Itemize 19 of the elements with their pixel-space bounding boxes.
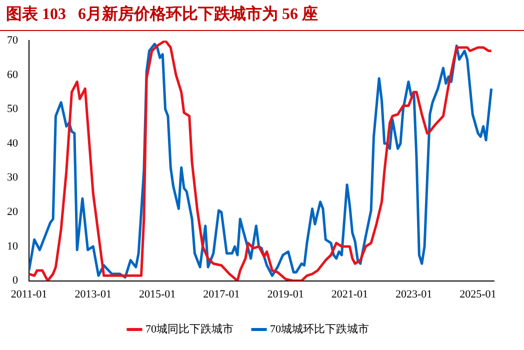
y-tick-label: 40 [7,137,18,150]
x-tick-label: 2023-01 [395,288,432,300]
x-tick-label: 2017-01 [203,288,240,300]
y-tick-label: 50 [7,103,18,116]
x-tick-label: 2021-01 [331,288,368,300]
legend-label: 70城城环比下跌城市 [270,322,369,336]
y-tick-label: 0 [12,274,18,287]
chart-title: 图表 103 6月新房价格环比下跌城市为 56 座 [0,0,524,31]
x-tick-label: 2025-01 [460,288,496,300]
x-tick-label: 2015-01 [138,288,176,300]
x-tick-label: 2013-01 [74,288,112,300]
y-tick-label: 20 [7,206,18,218]
x-tick-label: 2011-01 [10,288,48,300]
y-tick-label: 30 [7,172,18,184]
x-tick-label: 2019-01 [267,288,304,300]
y-tick-label: 70 [7,34,18,46]
y-tick-label: 10 [7,240,18,252]
legend-label: 70城同比下跌城市 [146,322,234,336]
y-tick-label: 60 [7,68,18,81]
